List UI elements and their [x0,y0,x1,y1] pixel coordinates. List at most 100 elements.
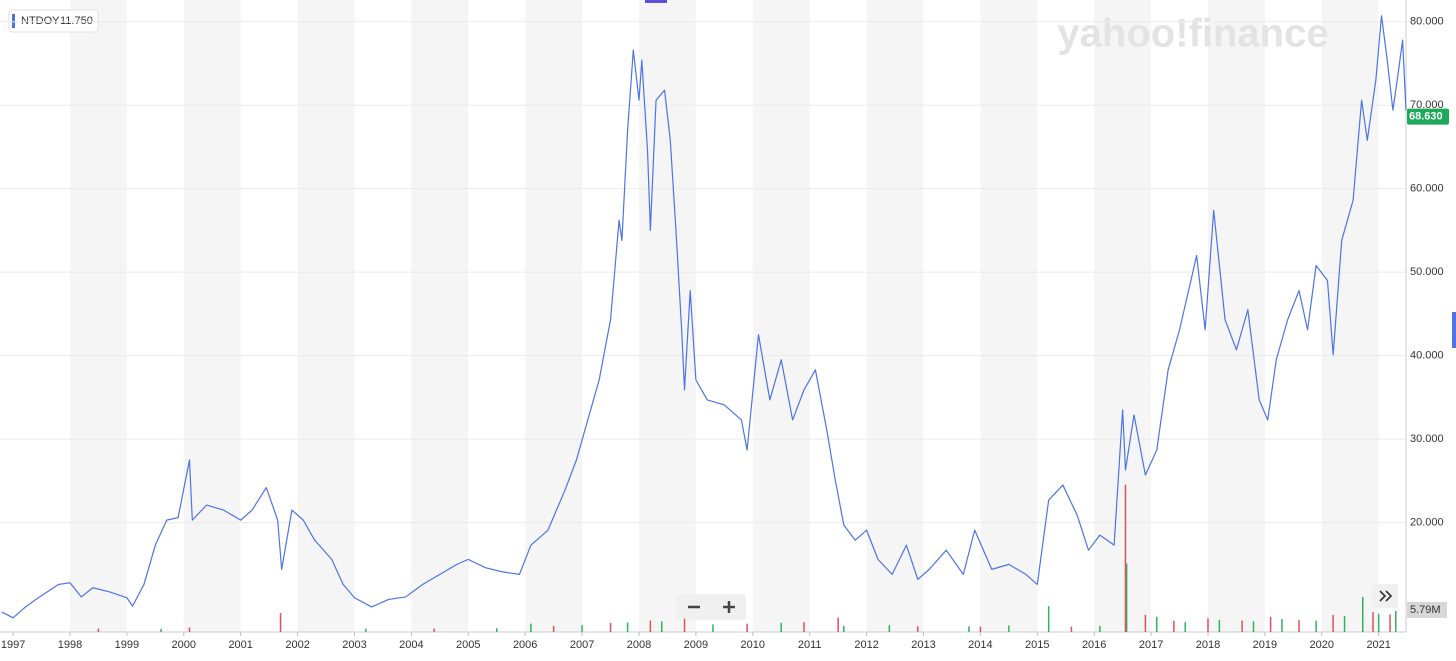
volume-bar [495,628,498,632]
watermark: yahoo!finance [1057,12,1328,56]
volume-bar [1125,563,1128,632]
volume-bar [1269,616,1272,632]
year-band [866,0,924,632]
y-tick-label: 40.000 [1410,350,1444,362]
volume-bar [552,625,555,632]
x-tick-label: 2018 [1196,639,1220,651]
x-tick-label: 1999 [115,639,139,651]
volume-bar [1218,619,1221,632]
volume-bar [1241,620,1243,632]
volume-bar [188,627,191,632]
volume-bar [1332,614,1334,632]
volume-bar [530,623,532,632]
y-tick-label: 30.000 [1410,433,1444,445]
last-price-tag [1407,108,1449,125]
volume-bar [1070,626,1073,632]
volume-bar [1395,611,1397,632]
volume-bar [97,628,100,632]
volume-bar [626,622,629,632]
volume-bar [1315,620,1317,632]
side-handle[interactable] [1452,312,1456,348]
x-tick-label: 2006 [513,639,537,651]
volume-bar [712,624,714,632]
volume-bar [888,625,891,632]
volume-bar [279,612,282,632]
volume-bar [365,628,367,632]
year-band [638,0,696,632]
year-band [411,0,469,632]
volume-bar [1124,484,1127,632]
volume-bar [780,622,782,632]
y-tick-label: 50.000 [1410,266,1444,278]
volume-bar [683,618,686,632]
x-tick-label: 2009 [684,639,708,651]
volume-bar [1173,620,1175,632]
x-tick-label: 1998 [58,639,82,651]
year-band [1207,0,1265,632]
volume-bar [1343,616,1346,632]
x-tick-label: 2020 [1310,639,1334,651]
volume-bar [968,626,970,632]
volume-bar [1362,596,1364,632]
x-tick-label: 2011 [798,639,822,651]
y-tick-label: 80.000 [1410,16,1444,28]
x-tick-label: 2017 [1139,639,1163,651]
ticker-symbol: NTDOY [21,15,60,27]
x-tick-label: 2000 [172,639,196,651]
volume-bar [1377,613,1380,632]
volume-bar [837,617,839,632]
volume-bar [581,625,583,632]
volume-bar [843,625,845,632]
scroll-right[interactable] [1372,584,1398,608]
y-tick-label: 20.000 [1410,517,1444,529]
y-tick-label: 60.000 [1410,183,1444,195]
volume-bar [1184,622,1186,632]
x-tick-label: 2012 [854,639,878,651]
year-band [183,0,241,632]
volume-bar [803,622,805,632]
volume-bar [660,621,663,632]
volume-bar [609,622,612,632]
zoom-bg [676,594,746,620]
top-tab[interactable] [645,0,667,3]
x-tick-label: 2005 [456,639,480,651]
volume-tag-label: 5.79M [1410,604,1441,616]
x-tick-label: 2013 [911,639,935,651]
x-tick-label: 2019 [1253,639,1277,651]
ticker-price: 11.750 [60,15,93,27]
x-tick-label: 2001 [228,639,252,651]
volume-bar [1099,625,1101,632]
volume-bar [746,623,748,632]
x-tick-label: 2015 [1025,639,1049,651]
zoom-controls [676,594,746,620]
ticker-box: NTDOY 11.750 [8,9,99,33]
x-tick-label: 1997 [1,639,25,651]
x-tick-label: 2008 [627,639,651,651]
last-price-label: 68.630 [1409,111,1443,123]
x-tick-label: 2010 [741,639,765,651]
volume-bar [1207,618,1209,632]
volume-tag [1407,601,1447,618]
volume-bar [1008,625,1010,632]
volume-bar [1281,619,1283,632]
volume-bar [1389,614,1391,632]
x-tick-label: 2007 [570,639,594,651]
volume-bar [433,628,435,632]
volume-bar [1252,621,1255,632]
year-band [297,0,355,632]
price-line [1,15,1407,619]
year-band [752,0,810,632]
volume-bar [917,626,919,632]
volume-bar [649,620,652,632]
volume-bar [979,626,982,632]
x-tick-label: 2003 [342,639,366,651]
volume-bar [160,628,162,632]
year-band [980,0,1038,632]
x-tick-label: 2014 [968,639,992,651]
y-tick-label: 70.000 [1410,99,1444,111]
year-band [525,0,583,632]
x-tick-label: 2021 [1366,639,1390,651]
volume-bar [1156,616,1158,632]
